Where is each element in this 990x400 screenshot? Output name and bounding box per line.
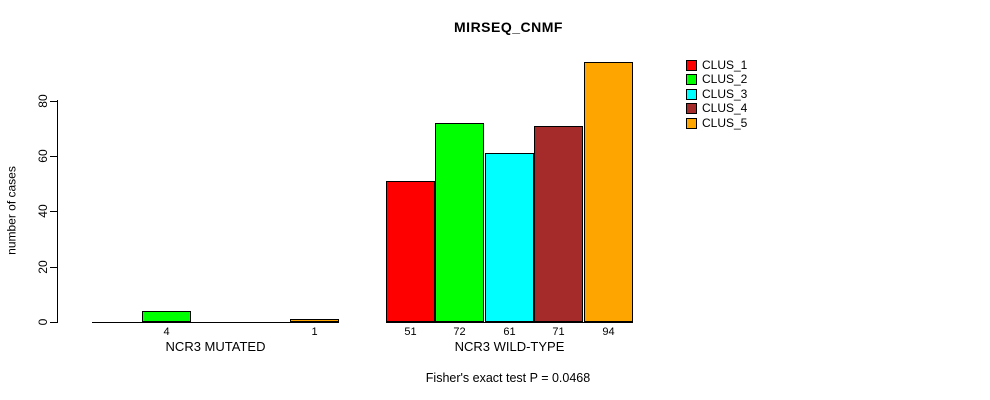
- bar-value-label: 61: [503, 326, 516, 338]
- y-tick-label: 80: [36, 94, 50, 108]
- chart-title: MIRSEQ_CNMF: [454, 19, 563, 35]
- legend-swatch-clus_5: [686, 118, 697, 129]
- footnote: Fisher's exact test P = 0.0468: [425, 371, 591, 385]
- legend-swatch-clus_1: [686, 60, 697, 71]
- y-tick-mark: [50, 322, 57, 323]
- bar-clus_1-2: [386, 181, 435, 322]
- y-axis-title: number of cases: [4, 166, 19, 255]
- bar-clus_2-2: [435, 123, 484, 322]
- bar-clus_5-1: [290, 319, 339, 322]
- bar-value-label: 71: [552, 326, 565, 338]
- x-category-label: NCR3 WILD-TYPE: [454, 339, 565, 354]
- legend-swatch-clus_4: [686, 103, 697, 114]
- bar-clus_2-1: [142, 311, 191, 322]
- y-tick-label: 0: [36, 318, 50, 326]
- y-tick-mark: [50, 211, 57, 212]
- y-tick-label: 60: [36, 149, 50, 163]
- bar-value-label: 1: [311, 326, 318, 338]
- legend-label-clus_2: CLUS_2: [702, 72, 748, 86]
- legend-label-clus_3: CLUS_3: [702, 87, 748, 101]
- legend-label-clus_4: CLUS_4: [702, 101, 748, 115]
- legend-label-clus_1: CLUS_1: [702, 58, 748, 72]
- bar-value-label: 51: [404, 326, 417, 338]
- x-category-label: NCR3 MUTATED: [165, 339, 266, 354]
- bar-value-label: 94: [602, 326, 615, 338]
- y-tick-label: 40: [36, 204, 50, 218]
- group-baseline: [386, 322, 633, 323]
- bar-clus_5-2: [584, 62, 633, 322]
- bar-clus_3-2: [485, 153, 534, 322]
- bar-value-label: 72: [453, 326, 466, 338]
- y-tick-mark: [50, 101, 57, 102]
- legend-swatch-clus_3: [686, 89, 697, 100]
- bar-value-label: 4: [163, 326, 170, 338]
- group-baseline: [92, 322, 339, 323]
- y-tick-mark: [50, 156, 57, 157]
- y-axis-line: [57, 100, 58, 323]
- bar-clus_4-2: [534, 126, 583, 322]
- y-tick-label: 20: [36, 260, 50, 274]
- legend-label-clus_5: CLUS_5: [702, 116, 748, 130]
- y-tick-mark: [50, 267, 57, 268]
- legend-swatch-clus_2: [686, 74, 697, 85]
